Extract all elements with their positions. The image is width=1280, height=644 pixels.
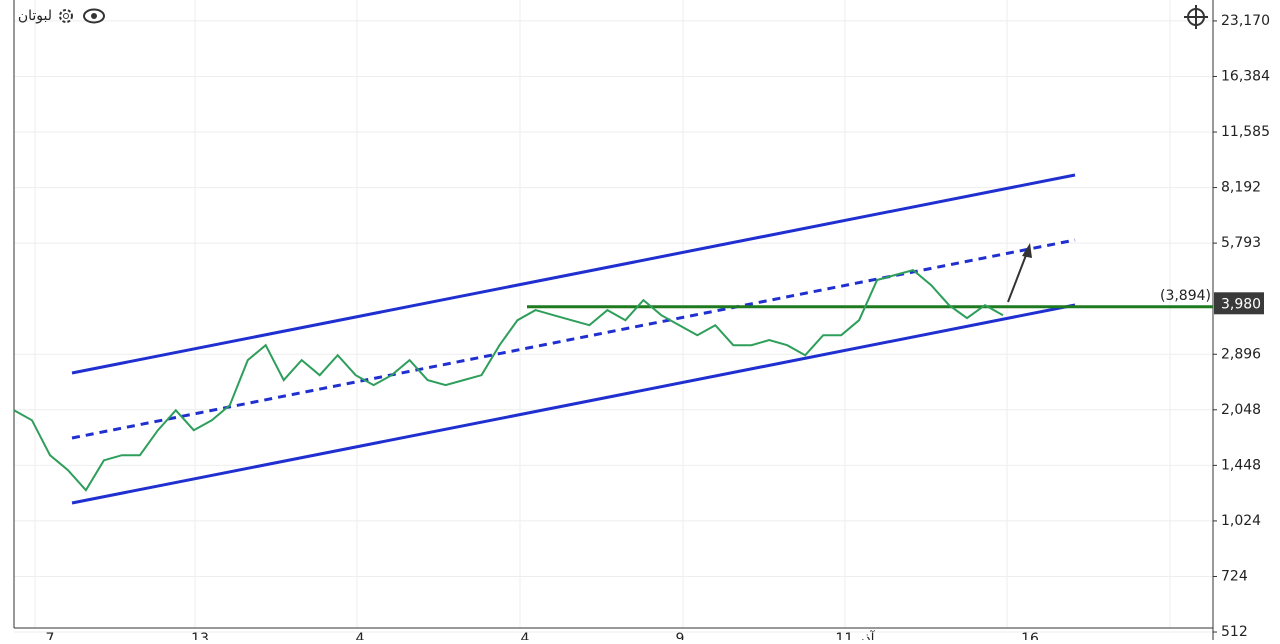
y-tick-label: 16,384: [1221, 68, 1270, 84]
visibility-icon[interactable]: [83, 8, 105, 24]
y-tick-label: 23,170: [1221, 13, 1270, 29]
x-tick-label: 16: [1021, 631, 1039, 640]
x-tick-label: 9: [676, 631, 685, 640]
settings-icon[interactable]: [59, 9, 73, 23]
last-price-box: [1214, 292, 1264, 315]
y-tick-label: 5,793: [1221, 235, 1261, 251]
crosshair-icon[interactable]: [1184, 5, 1208, 29]
y-tick-label: 8,192: [1221, 180, 1261, 196]
y-tick-label: 2,048: [1221, 402, 1261, 418]
level-label: (3,894): [1160, 288, 1211, 304]
y-tick-label: 1,024: [1221, 513, 1261, 529]
x-tick-label: 13: [191, 631, 209, 640]
grid: [14, 0, 1213, 633]
y-tick-label: 2,896: [1221, 346, 1261, 362]
channel-middle: [71, 238, 1076, 440]
x-tick-label: 11 آذر: [835, 630, 875, 640]
channel-upper: [71, 173, 1076, 375]
y-tick-label: 724: [1221, 568, 1248, 584]
y-tick-label: 512: [1221, 624, 1248, 640]
y-tick-label: 11,585: [1221, 124, 1270, 140]
channel-lower: [71, 303, 1076, 505]
price-line: [13, 268, 1004, 492]
arrow-head: [1022, 243, 1032, 258]
x-tick-label: 4: [356, 631, 365, 640]
symbol[interactable]: لبوتان: [18, 8, 52, 24]
x-tick-label: 7: [46, 631, 55, 640]
x-tick-label: 4: [521, 631, 530, 640]
last-price-label: 3,980: [1221, 296, 1261, 312]
y-tick-label: 1,448: [1221, 457, 1261, 473]
arrow: [1007, 249, 1029, 303]
